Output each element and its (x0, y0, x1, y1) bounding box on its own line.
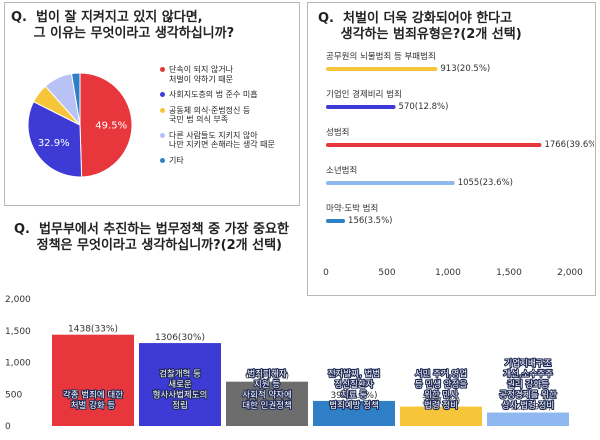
vbar-chart-title: Q. 법무부에서 추진하는 법무정책 중 가장 중요한 정책은 무엇이라고 생각… (14, 222, 289, 253)
hbar-x-tick: 2,000 (557, 268, 583, 278)
pie-chart-panel: Q. 법이 잘 지켜지고 있지 않다면, 그 이유는 무엇이라고 생각하십니까?… (4, 2, 300, 206)
hbar-x-tick: 500 (378, 268, 395, 278)
vbar-y-tick: 2,000 (5, 295, 31, 305)
legend-item: 공동체 의식·준법정신 등 국민 법 의식 부족 (160, 106, 300, 125)
hbar-category-label: 성범죄 (326, 127, 349, 138)
legend-item: 다른 사람들도 지키지 않아 나만 지키면 손해라는 생각 때문 (160, 131, 300, 150)
vbar-category-label: 각종 범죄에 대한 처벌 강화 등 (63, 390, 123, 412)
vbar-category-label: 검찰개혁 등 새로운 형사사법제도의 정립 (153, 369, 208, 412)
hbar-category-label: 마약·도박 범죄 (326, 203, 378, 214)
hbar-x-tick: 1,000 (435, 268, 461, 278)
legend-label: 사회지도층의 법 준수 미흡 (169, 90, 258, 99)
hbar-value-label: 570(12.8%) (399, 102, 449, 112)
vbar-bar (313, 400, 395, 426)
legend-swatch (160, 107, 165, 113)
vbar-value-label: 1306(30%) (155, 333, 205, 343)
legend-item: 기타 (160, 156, 300, 166)
vbar-category-label: 범죄피해자 지원 등 사회적 약자에 대한 인권정책 (242, 369, 292, 412)
hbar-value-label: 1766(39.6%) (544, 140, 594, 150)
vbar-value-label: 306(7%) (422, 397, 460, 407)
vbar-value-label: 698(16%) (245, 372, 289, 382)
pie-slice (70, 72, 81, 126)
hbar-value-label: 1055(23.6%) (458, 178, 513, 188)
vbar-y-tick: 0 (5, 422, 11, 432)
pie-chart-title: Q. 법이 잘 지켜지고 있지 않다면, 그 이유는 무엇이라고 생각하십니까? (11, 10, 235, 41)
hbar-value-label: 913(20.5%) (440, 64, 490, 74)
vbar-category-label: 전자발찌, 법범 정신질환자 치료 등 범죄예방 정책 (328, 369, 380, 412)
legend-swatch (160, 157, 165, 163)
legend-item: 사회지도층의 법 준수 미흡 (160, 90, 300, 100)
hbar-value-label: 156(3.5%) (348, 216, 392, 226)
hbar-bar (326, 143, 542, 147)
hbar-bar (326, 181, 455, 185)
hbar-bar (326, 105, 396, 109)
legend-label: 공동체 의식·준법정신 등 국민 법 의식 부족 (169, 105, 251, 125)
vbar-value-label: 1438(33%) (68, 325, 118, 335)
hbar-category-label: 소년범죄 (326, 165, 357, 176)
vbar-y-tick: 1,000 (5, 359, 31, 369)
legend-swatch (160, 132, 165, 138)
vbar-bar (139, 343, 221, 426)
pie-slice-label: 32.9% (38, 138, 70, 149)
hbar-x-tick: 0 (323, 268, 329, 278)
hbar-category-label: 공무원의 뇌물범죄 등 부패범죄 (326, 51, 436, 62)
pie-slice (27, 101, 83, 178)
hbar-bar (326, 219, 346, 223)
vbar-y-tick: 1,500 (5, 327, 31, 337)
hbar-bar (326, 67, 438, 71)
legend-swatch (160, 67, 165, 72)
legend-swatch (160, 92, 165, 97)
legend-label: 다른 사람들도 지키지 않아 나만 지키면 손해라는 생각 때문 (169, 130, 275, 150)
hbar-chart-title: Q. 처벌이 더욱 강화되어야 한다고 생각하는 범죄유형은?(2개 선택) (318, 11, 522, 42)
vbar-value-label: 212(4.9%) (504, 403, 551, 413)
hbar-chart: 공무원의 뇌물범죄 등 부패범죄 913(20.5%) 기업인 경제비리 범죄 570… (323, 51, 594, 278)
legend-label: 단속이 되지 않거나 처벌이 약하기 때문 (169, 65, 233, 84)
vbar-y-tick: 500 (5, 390, 22, 400)
legend-label: 기타 (169, 155, 184, 165)
hbar-x-tick: 1,500 (496, 268, 522, 278)
vbar-category-label: 서민 주거,영업 등 민생 안정을 위한 민사 법령 정비 (415, 369, 468, 412)
legend-item: 단속이 되지 않거나 처벌이 약하기 때문 (160, 65, 300, 84)
vbar-bar (226, 381, 308, 426)
vbar-bar (400, 406, 482, 426)
pie-slice (79, 72, 133, 178)
vbar-value-label: 395(9.1%) (330, 391, 377, 401)
vbar-bar (52, 334, 134, 426)
vbar-chart: 0 500 1,000 1,500 2,000 1438(33%) 각종 범죄에 대한 처벌 … (5, 295, 569, 432)
hbar-chart-panel: Q. 처벌이 더욱 강화되어야 한다고 생각하는 범죄유형은?(2개 선택) 공… (307, 2, 596, 296)
vbar-category-label: 기업지배구조 개선,소수주주 권리 강화등 공정경제를 위한 상사 법령 정비 (499, 359, 557, 411)
vbar-bar (487, 412, 569, 426)
pie-slice-label: 49.5% (95, 121, 127, 132)
hbar-category-label: 기업인 경제비리 범죄 (326, 89, 402, 100)
pie-chart: 49.5% 32.9% (27, 72, 133, 178)
